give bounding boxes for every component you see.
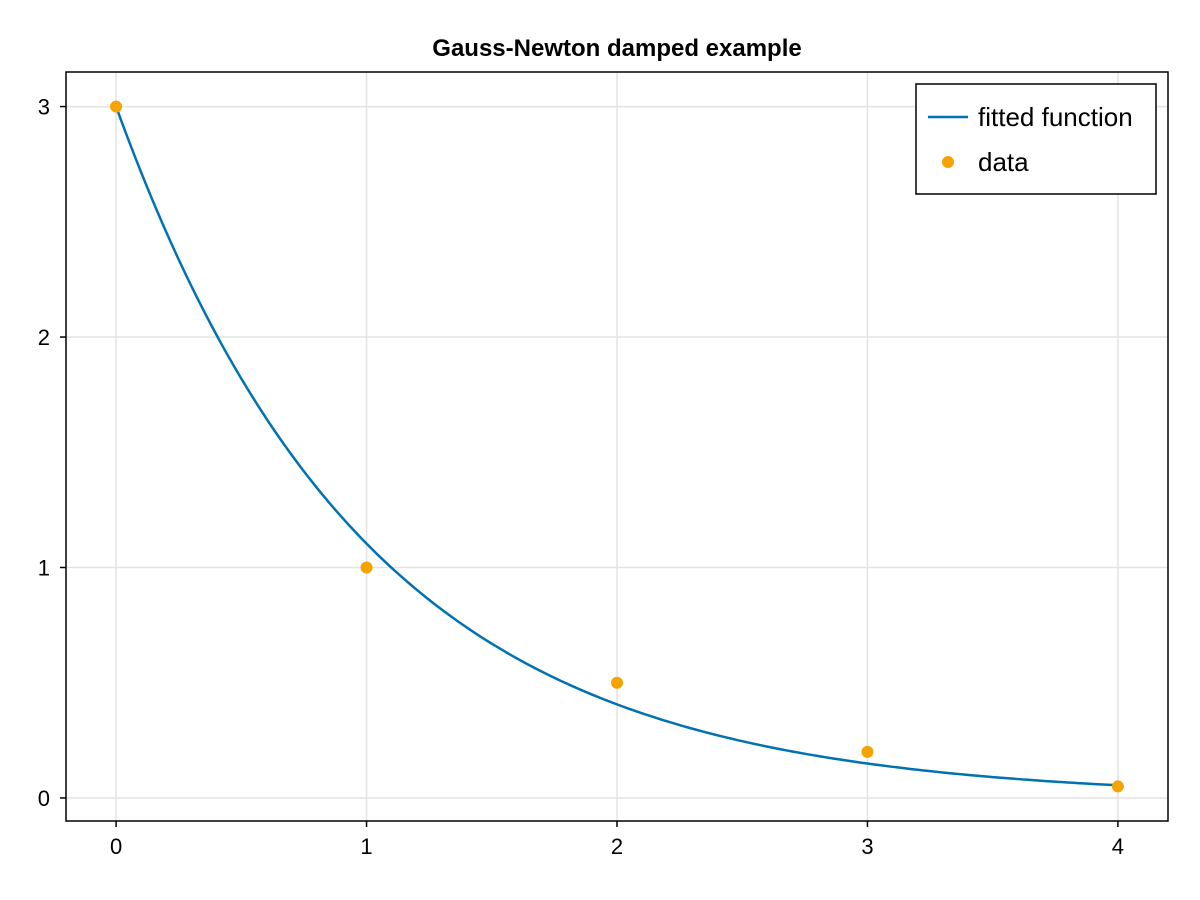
y-tick-label: 2 <box>38 325 50 350</box>
y-tick-label: 3 <box>38 95 50 120</box>
x-tick-label: 3 <box>861 834 873 859</box>
series-line-fitted-function <box>114 106 1118 787</box>
data-point <box>611 676 623 689</box>
series-layer <box>110 100 1124 793</box>
x-tick-label: 0 <box>110 834 122 859</box>
ticks-layer: 0 1 2 3 4 0 1 2 3 <box>38 95 1124 859</box>
y-tick-label: 0 <box>38 786 50 811</box>
y-tick-label: 1 <box>38 555 50 580</box>
data-point <box>360 561 373 574</box>
legend-label: data <box>978 147 1029 177</box>
data-point <box>861 745 874 758</box>
legend-label: fitted function <box>978 102 1133 132</box>
x-tick-label: 2 <box>611 834 623 859</box>
data-point <box>1111 780 1124 793</box>
legend-swatch-marker <box>942 156 954 168</box>
data-point <box>110 100 123 113</box>
legend: fitted function data <box>915 83 1157 195</box>
x-tick-label: 1 <box>360 834 372 859</box>
legend-box <box>915 83 1157 195</box>
chart-title: Gauss-Newton damped example <box>432 35 801 62</box>
x-tick-label: 4 <box>1112 834 1124 859</box>
